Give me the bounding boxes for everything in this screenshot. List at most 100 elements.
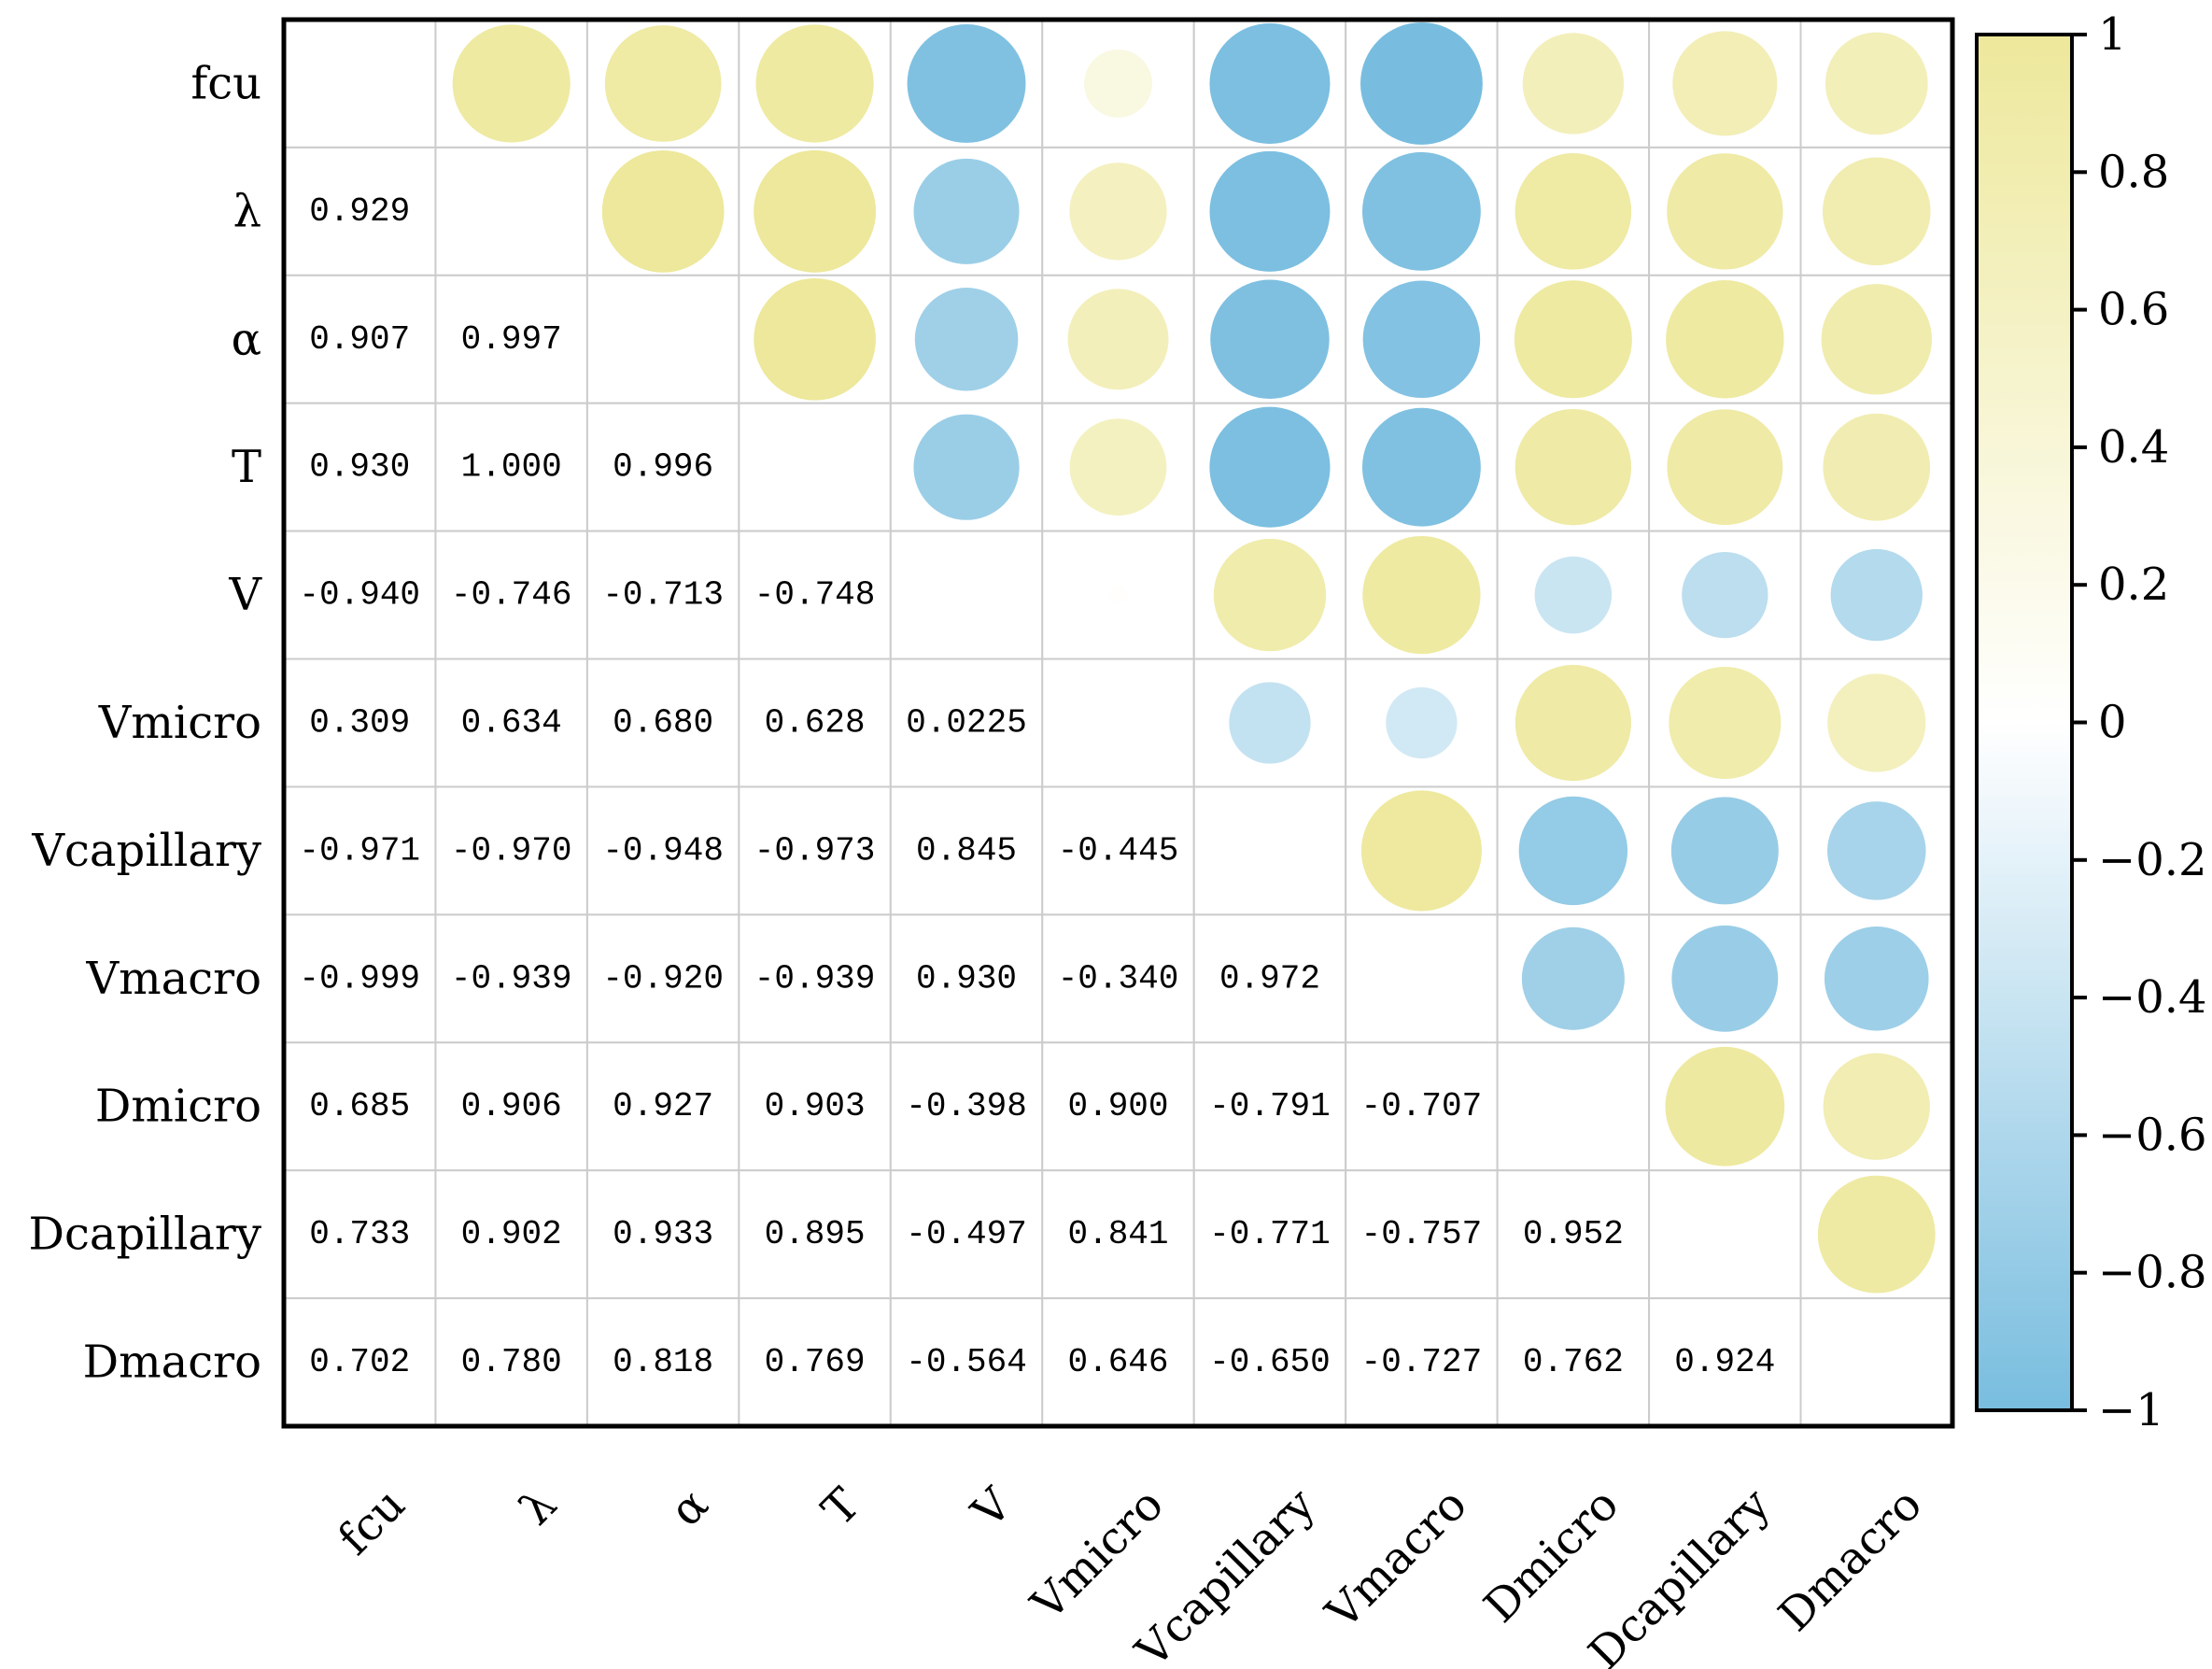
colorbar-tick-label: −0.6 [2098, 1109, 2207, 1161]
correlation-value: -0.771 [1209, 1215, 1331, 1253]
grid-cell [283, 1041, 437, 1172]
correlation-value: 0.972 [1219, 959, 1320, 997]
correlation-value: 0.818 [613, 1343, 713, 1381]
correlation-circle [1515, 664, 1631, 782]
colorbar-tick-label: −0.2 [2098, 834, 2207, 886]
column-label: fcu [329, 1478, 416, 1565]
correlation-circle [1822, 157, 1931, 266]
correlation-circle [1209, 406, 1331, 528]
correlation-value: -0.971 [299, 831, 420, 870]
grid-cell [283, 913, 437, 1044]
correlation-value: 0.628 [765, 704, 866, 743]
correlation-value: -0.999 [299, 959, 420, 997]
grid-cell [889, 530, 1044, 660]
correlation-value: 0.903 [765, 1087, 866, 1125]
correlation-circle [755, 24, 874, 143]
grid-cell [585, 785, 740, 916]
grid-cell [1192, 785, 1347, 916]
correlation-circle [1362, 535, 1481, 655]
correlation-circle [754, 149, 877, 273]
correlation-value: -0.939 [451, 959, 572, 997]
grid-cell [283, 274, 437, 404]
grid-cell [1192, 1041, 1347, 1172]
correlation-circle [1515, 153, 1632, 270]
correlation-circle [1210, 279, 1330, 400]
grid-cell [1041, 913, 1195, 1044]
grid-cell [283, 1297, 437, 1428]
row-label: Dcapillary [29, 1209, 261, 1261]
correlation-circle [1817, 1175, 1936, 1294]
row-label: Vmicro [98, 697, 261, 749]
correlation-value: -0.713 [602, 576, 724, 615]
row-label: T [232, 441, 261, 493]
grid-cell [1041, 658, 1195, 788]
correlation-value: -0.445 [1058, 831, 1179, 870]
grid-cell [1648, 1297, 1802, 1428]
correlation-circle [754, 277, 876, 401]
column-label: Dmicro [1474, 1478, 1629, 1634]
colorbar-tick-label: −0.8 [2098, 1247, 2207, 1299]
correlation-circle [1825, 32, 1928, 135]
grid-cell [889, 1297, 1044, 1428]
correlation-circle [1669, 666, 1782, 780]
correlation-value: -0.757 [1361, 1215, 1483, 1253]
correlation-value: 0.929 [309, 192, 410, 231]
correlation-circle [1067, 289, 1169, 390]
correlation-circle [1666, 280, 1784, 399]
grid-cell [1041, 1297, 1195, 1428]
correlation-value: 0.762 [1523, 1343, 1624, 1381]
grid-cell [1345, 1297, 1499, 1428]
grid-cell [283, 658, 437, 788]
correlation-circle [1521, 926, 1625, 1030]
correlation-value: 0.0225 [906, 704, 1027, 743]
column-label: λ [510, 1478, 567, 1535]
correlation-circle [1386, 686, 1458, 759]
grid-cell [738, 1041, 892, 1172]
grid-cell [585, 274, 740, 404]
correlation-circle [601, 150, 725, 273]
correlation-circle [1823, 413, 1931, 521]
correlation-value: -0.920 [602, 959, 724, 997]
correlation-value: 0.927 [613, 1087, 713, 1125]
correlation-value: -0.939 [754, 959, 876, 997]
correlation-circle [1360, 790, 1482, 912]
correlation-value: 1.000 [461, 448, 562, 487]
correlation-circle [604, 25, 722, 142]
colorbar-tick-label: 0 [2098, 697, 2127, 749]
grid-cell [585, 1297, 740, 1428]
grid-cell [434, 146, 588, 276]
grid-cell [1496, 1041, 1651, 1172]
correlation-value: 0.952 [1523, 1215, 1624, 1253]
correlation-value: 0.930 [309, 448, 410, 487]
correlation-value: 0.930 [916, 959, 1017, 997]
correlation-circle [1360, 22, 1483, 145]
correlation-circle [1084, 50, 1152, 118]
grid-cell [1799, 1297, 1953, 1428]
correlation-circle [913, 414, 1020, 520]
correlation-value: 0.902 [461, 1215, 562, 1253]
grid-cell [1345, 913, 1499, 1044]
correlation-value: -0.564 [906, 1343, 1027, 1381]
correlation-circle [913, 158, 1020, 264]
correlation-circle [1821, 284, 1932, 395]
correlation-circle [1515, 408, 1632, 526]
correlation-value: 0.933 [613, 1215, 713, 1253]
row-labels: fcu λ α T V Vmicro Vcapillary Vmacro Dmicro Dcapi… [29, 57, 263, 1388]
grid-cell [283, 19, 437, 149]
correlation-value: -0.948 [602, 831, 724, 870]
correlation-value: 0.309 [309, 704, 410, 743]
grid-cell [1041, 1041, 1195, 1172]
grid-cell [434, 913, 588, 1044]
correlation-value: -0.791 [1209, 1087, 1331, 1125]
value-label-layer: 0.929 0.907 0.997 0.930 1.000 0.996 -0.940 -0.7… [299, 192, 1775, 1381]
correlation-value: -0.398 [906, 1087, 1027, 1125]
row-label: V [228, 569, 262, 621]
colorbar-tick-label: 0.8 [2098, 146, 2169, 198]
grid-cell [434, 785, 588, 916]
correlation-value: 0.907 [309, 320, 410, 359]
correlation-value: -0.748 [754, 576, 876, 615]
colorbar-tick-label: 0.6 [2098, 284, 2169, 336]
circle-layer [452, 22, 1936, 1294]
grid-cell [1496, 1169, 1651, 1300]
column-label: Dmacro [1768, 1478, 1932, 1642]
